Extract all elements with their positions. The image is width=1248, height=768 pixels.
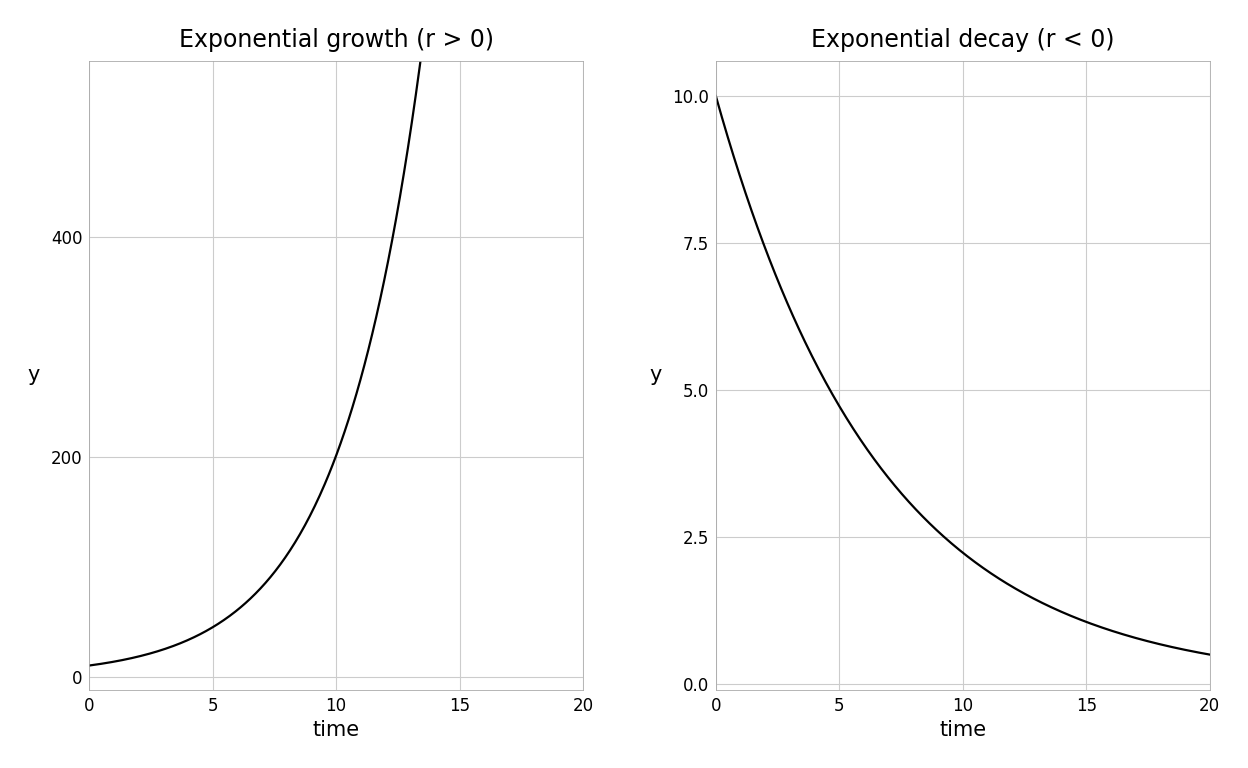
Y-axis label: y: y [649,366,661,386]
X-axis label: time: time [940,720,986,740]
X-axis label: time: time [312,720,359,740]
Y-axis label: y: y [27,366,40,386]
Title: Exponential growth (r > 0): Exponential growth (r > 0) [178,28,494,51]
Title: Exponential decay (r < 0): Exponential decay (r < 0) [811,28,1114,51]
